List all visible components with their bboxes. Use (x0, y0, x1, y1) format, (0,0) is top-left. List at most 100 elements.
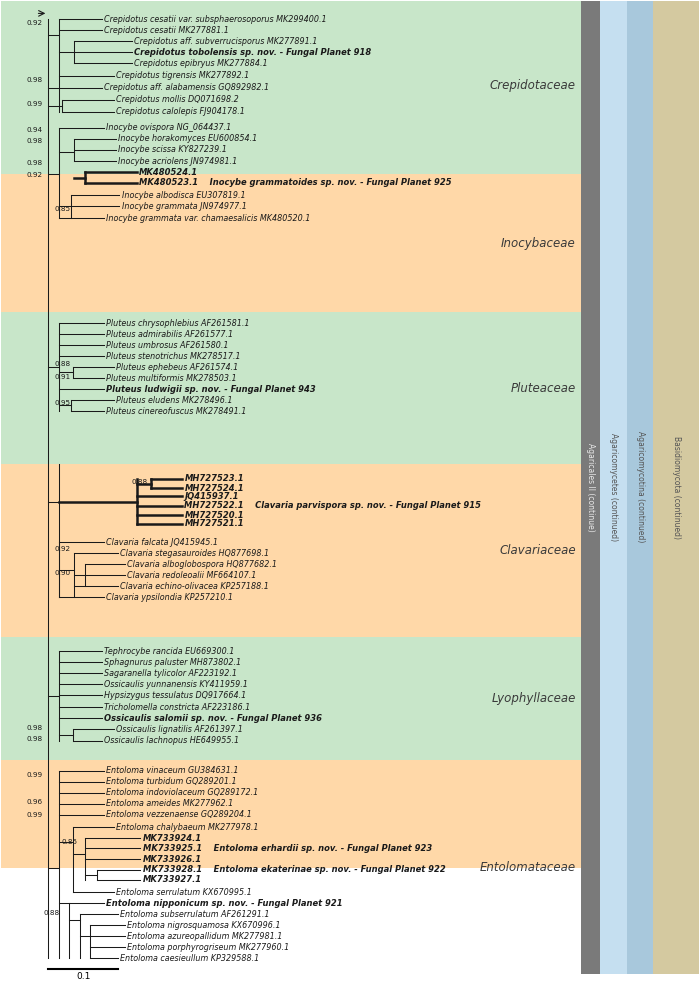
Text: 0.98: 0.98 (27, 726, 43, 732)
Text: Inocybe acriolens JN974981.1: Inocybe acriolens JN974981.1 (118, 157, 237, 166)
Text: Crepidotus calolepis FJ904178.1: Crepidotus calolepis FJ904178.1 (116, 107, 245, 116)
Text: Hypsizygus tessulatus DQ917664.1: Hypsizygus tessulatus DQ917664.1 (104, 690, 246, 700)
Text: Pluteus eludens MK278496.1: Pluteus eludens MK278496.1 (116, 396, 232, 405)
Text: Pluteus chrysophlebius AF261581.1: Pluteus chrysophlebius AF261581.1 (106, 318, 250, 328)
Text: Clavaria alboglobospora HQ877682.1: Clavaria alboglobospora HQ877682.1 (127, 560, 277, 569)
Text: 0.99: 0.99 (27, 811, 43, 818)
Text: Entoloma azureopallidum MK277981.1: Entoloma azureopallidum MK277981.1 (127, 932, 283, 941)
Text: 0.92: 0.92 (55, 546, 71, 552)
Bar (1, 759, 581, 868)
Text: 0.99: 0.99 (27, 101, 43, 107)
Text: MK733924.1: MK733924.1 (143, 834, 202, 843)
Text: 0.96: 0.96 (27, 799, 43, 805)
Text: Pluteus umbrosus AF261580.1: Pluteus umbrosus AF261580.1 (106, 341, 229, 350)
Text: 0.85: 0.85 (62, 840, 78, 846)
Text: 0.85: 0.85 (55, 206, 71, 212)
Text: Pluteus ephebeus AF261574.1: Pluteus ephebeus AF261574.1 (116, 362, 238, 371)
Text: Crepidotus cesatii MK277881.1: Crepidotus cesatii MK277881.1 (104, 26, 229, 34)
Text: 0.94: 0.94 (27, 127, 43, 134)
Text: Inocybe grammata var. chamaesalicis MK480520.1: Inocybe grammata var. chamaesalicis MK48… (106, 214, 311, 223)
Text: JQ415937.1: JQ415937.1 (184, 492, 239, 501)
Text: Inocybe albodisca EU307819.1: Inocybe albodisca EU307819.1 (122, 191, 245, 199)
Text: Inocybe scissa KY827239.1: Inocybe scissa KY827239.1 (118, 145, 227, 154)
Text: Crepidotus aff. subverrucisporus MK277891.1: Crepidotus aff. subverrucisporus MK27789… (134, 36, 318, 46)
Text: Entolomataceae: Entolomataceae (480, 861, 575, 874)
Text: 0.92: 0.92 (27, 20, 43, 26)
Text: 0.95: 0.95 (55, 400, 71, 406)
Text: Entoloma turbidum GQ289201.1: Entoloma turbidum GQ289201.1 (106, 777, 237, 786)
Text: Entoloma ameides MK277962.1: Entoloma ameides MK277962.1 (106, 799, 233, 808)
Text: Crepidotus cesatii var. subsphaerosoporus MK299400.1: Crepidotus cesatii var. subsphaerosoporu… (104, 15, 327, 24)
Text: 0.98: 0.98 (27, 160, 43, 166)
Text: Inocybaceae: Inocybaceae (501, 237, 575, 250)
Text: Entoloma serrulatum KX670995.1: Entoloma serrulatum KX670995.1 (116, 888, 252, 897)
Text: Pluteus cinereofuscus MK278491.1: Pluteus cinereofuscus MK278491.1 (106, 407, 246, 415)
Text: MK733927.1: MK733927.1 (143, 875, 202, 884)
Text: Crepidotus mollis DQ071698.2: Crepidotus mollis DQ071698.2 (116, 95, 239, 104)
Text: Ossicaulis yunnanensis KY411959.1: Ossicaulis yunnanensis KY411959.1 (104, 680, 248, 688)
Text: Entoloma indoviolaceum GQ289172.1: Entoloma indoviolaceum GQ289172.1 (106, 789, 258, 797)
Text: Pluteus stenotrichus MK278517.1: Pluteus stenotrichus MK278517.1 (106, 352, 241, 360)
Text: Pluteus admirabilis AF261577.1: Pluteus admirabilis AF261577.1 (106, 330, 233, 339)
Text: Pluteaceae: Pluteaceae (510, 382, 575, 395)
Text: Crepidotus tobolensis sp. nov. - Fungal Planet 918: Crepidotus tobolensis sp. nov. - Fungal … (134, 48, 372, 57)
Text: Ossicaulis lachnopus HE649955.1: Ossicaulis lachnopus HE649955.1 (104, 736, 239, 745)
Text: Tephrocybe rancida EU669300.1: Tephrocybe rancida EU669300.1 (104, 647, 234, 656)
Bar (627, 1, 653, 973)
Text: Entoloma nipponicum sp. nov. - Fungal Planet 921: Entoloma nipponicum sp. nov. - Fungal Pl… (106, 899, 343, 908)
Text: Sagaranella tylicolor AF223192.1: Sagaranella tylicolor AF223192.1 (104, 669, 237, 678)
Text: MH727522.1    Clavaria parvispora sp. nov. - Fungal Planet 915: MH727522.1 Clavaria parvispora sp. nov. … (184, 501, 482, 511)
Text: Inocybe grammata JN974977.1: Inocybe grammata JN974977.1 (122, 201, 246, 211)
Text: Entoloma caesieullum KP329588.1: Entoloma caesieullum KP329588.1 (120, 954, 260, 963)
Text: Entoloma subserrulatum AF261291.1: Entoloma subserrulatum AF261291.1 (120, 910, 270, 919)
Text: Crepidotus epibryus MK277884.1: Crepidotus epibryus MK277884.1 (134, 59, 268, 68)
Text: Clavaria redoleoalii MF664107.1: Clavaria redoleoalii MF664107.1 (127, 571, 256, 579)
Text: Lyophyllaceae: Lyophyllaceae (491, 692, 575, 705)
Bar (1, 637, 581, 759)
Text: 0.99: 0.99 (27, 772, 43, 778)
Text: MK733925.1    Entoloma erhardii sp. nov. - Fungal Planet 923: MK733925.1 Entoloma erhardii sp. nov. - … (143, 844, 432, 853)
Text: 0.88: 0.88 (55, 361, 71, 367)
Text: Basidiomycota (continued): Basidiomycota (continued) (672, 436, 681, 539)
Text: Inocybe ovispora NG_064437.1: Inocybe ovispora NG_064437.1 (106, 123, 232, 133)
Text: 0.92: 0.92 (27, 172, 43, 178)
Text: Entoloma porphyrogriseum MK277960.1: Entoloma porphyrogriseum MK277960.1 (127, 943, 289, 952)
Text: MH727520.1: MH727520.1 (184, 511, 244, 519)
Text: MK480524.1: MK480524.1 (139, 168, 198, 177)
Text: 0.98: 0.98 (27, 78, 43, 83)
Text: 0.88: 0.88 (132, 479, 148, 485)
Text: 0.1: 0.1 (76, 972, 90, 981)
Text: MH727523.1: MH727523.1 (184, 474, 244, 483)
Text: Pluteus ludwigii sp. nov. - Fungal Planet 943: Pluteus ludwigii sp. nov. - Fungal Plane… (106, 385, 316, 394)
Text: Entoloma chalybaeum MK277978.1: Entoloma chalybaeum MK277978.1 (116, 823, 258, 832)
Text: MH727524.1: MH727524.1 (184, 483, 244, 493)
Bar (653, 1, 699, 973)
Text: 0.91: 0.91 (55, 374, 71, 380)
Text: 0.90: 0.90 (55, 570, 71, 575)
Text: Crepidotaceae: Crepidotaceae (490, 79, 575, 91)
Text: Agaricales II (continue): Agaricales II (continue) (586, 443, 595, 531)
Text: Inocybe horakomyces EU600854.1: Inocybe horakomyces EU600854.1 (118, 135, 258, 143)
Text: Entoloma nigrosquamosa KX670996.1: Entoloma nigrosquamosa KX670996.1 (127, 921, 281, 930)
Text: 0.98: 0.98 (27, 736, 43, 742)
Text: 0.98: 0.98 (27, 138, 43, 144)
Text: Agaricomycetes (continued): Agaricomycetes (continued) (609, 433, 618, 541)
Bar (600, 1, 627, 973)
Bar (1, 1, 581, 174)
Bar (581, 1, 600, 973)
Text: Clavaria stegasauroides HQ877698.1: Clavaria stegasauroides HQ877698.1 (120, 549, 270, 558)
Text: Clavaria echino-olivacea KP257188.1: Clavaria echino-olivacea KP257188.1 (120, 581, 269, 590)
Text: Entoloma vezzenaense GQ289204.1: Entoloma vezzenaense GQ289204.1 (106, 810, 252, 819)
Bar (1, 174, 581, 312)
Bar (1, 464, 581, 637)
Text: MH727521.1: MH727521.1 (184, 519, 244, 528)
Text: MK733928.1    Entoloma ekaterinae sp. nov. - Fungal Planet 922: MK733928.1 Entoloma ekaterinae sp. nov. … (143, 865, 445, 874)
Bar (1, 312, 581, 464)
Text: Clavaria falcata JQ415945.1: Clavaria falcata JQ415945.1 (106, 538, 218, 547)
Text: Clavaria ypsilondia KP257210.1: Clavaria ypsilondia KP257210.1 (106, 593, 233, 602)
Text: Pluteus multiformis MK278503.1: Pluteus multiformis MK278503.1 (106, 373, 237, 383)
Text: Ossicaulis lignatilis AF261397.1: Ossicaulis lignatilis AF261397.1 (116, 725, 243, 734)
Text: 0.88: 0.88 (44, 909, 60, 915)
Text: MK733926.1: MK733926.1 (143, 855, 202, 864)
Text: MK480523.1    Inocybe grammatoides sp. nov. - Fungal Planet 925: MK480523.1 Inocybe grammatoides sp. nov.… (139, 178, 452, 188)
